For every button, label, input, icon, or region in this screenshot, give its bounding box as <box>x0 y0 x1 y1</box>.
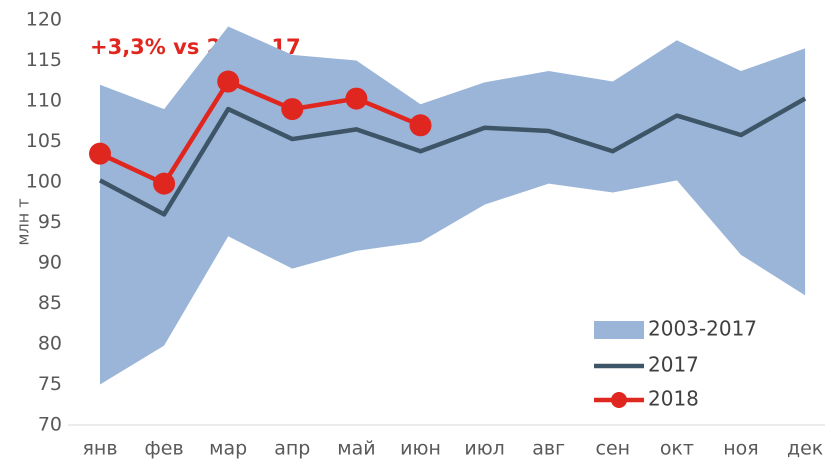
marker <box>345 87 368 110</box>
marker <box>153 172 176 195</box>
x-tick-label: мар <box>209 438 247 460</box>
marker <box>409 114 432 137</box>
y-tick-label: 90 <box>38 252 62 274</box>
x-tick-label: фев <box>145 438 184 460</box>
range-area <box>100 26 806 385</box>
y-tick-label: 80 <box>38 333 62 355</box>
marker <box>217 70 240 93</box>
x-tick-label: ноя <box>723 438 758 460</box>
marker <box>281 98 304 121</box>
y-tick-label: 95 <box>38 211 62 233</box>
legend-label: 2017 <box>648 353 699 377</box>
y-tick-label: 75 <box>38 373 62 395</box>
series-line <box>99 79 422 186</box>
y-tick-label: 120 <box>26 9 62 31</box>
x-tick-label: апр <box>274 438 310 460</box>
x-tick-label: июн <box>400 438 441 460</box>
y-tick-label: 85 <box>38 292 62 314</box>
series-line <box>98 96 807 217</box>
legend-label: 2018 <box>648 387 699 411</box>
legend-swatch <box>594 321 644 339</box>
y-tick-label: 100 <box>26 171 62 193</box>
y-tick-label: 110 <box>26 90 62 112</box>
y-axis-label: млн т <box>14 198 33 245</box>
x-tick-label: июл <box>464 438 505 460</box>
x-tick-label: окт <box>660 438 694 460</box>
x-tick-label: авг <box>532 438 565 460</box>
marker <box>89 142 111 165</box>
x-tick-label: сен <box>596 438 631 460</box>
y-tick-label: 70 <box>38 414 62 436</box>
y-tick-label: 105 <box>26 130 62 152</box>
x-tick-label: май <box>337 438 375 460</box>
x-tick-label: янв <box>82 438 117 460</box>
legend-marker <box>611 392 627 408</box>
y-tick-label: 115 <box>26 49 62 71</box>
legend-label: 2003-2017 <box>648 317 757 341</box>
x-tick-label: дек <box>787 438 823 460</box>
